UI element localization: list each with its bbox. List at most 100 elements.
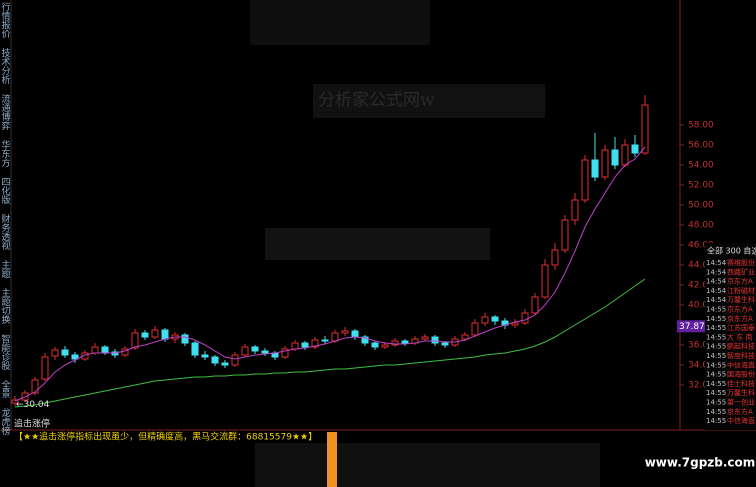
- quote-time[interactable]: 14:54: [706, 287, 727, 295]
- quote-name[interactable]: 中信海直: [727, 416, 755, 425]
- quote-name[interactable]: 第一创业: [727, 398, 755, 407]
- candle-body: [531, 296, 539, 314]
- quote-time[interactable]: 14:55: [706, 343, 726, 351]
- sidebar-tab[interactable]: 龙虎榜: [0, 407, 10, 436]
- quote-name[interactable]: 佳士科技: [727, 379, 755, 388]
- quote-name[interactable]: 京东方A: [727, 407, 753, 416]
- quote-name[interactable]: 江苏国泰: [727, 323, 755, 332]
- candle-body: [41, 356, 49, 380]
- quote-name[interactable]: 京东方A: [727, 314, 753, 323]
- candle-body: [261, 350, 269, 354]
- candle-body: [461, 334, 469, 340]
- sidebar-tab[interactable]: 技术分析: [0, 47, 10, 85]
- candle-body: [301, 342, 309, 348]
- quote-name[interactable]: 西藏矿业: [727, 267, 755, 276]
- candle-body: [381, 344, 389, 348]
- quote-time[interactable]: 14:55: [706, 333, 726, 341]
- quote-time[interactable]: 14:55: [706, 352, 726, 360]
- y-tick-label: 48.00: [688, 221, 714, 231]
- quote-time[interactable]: 14:55: [706, 371, 726, 379]
- sidebar-tab[interactable]: 华东方: [0, 139, 10, 168]
- candle-body: [391, 340, 399, 346]
- candle-body: [311, 339, 319, 348]
- candle-body: [481, 316, 489, 324]
- quote-name[interactable]: 中信海直: [727, 360, 755, 369]
- candle-body: [191, 342, 199, 356]
- candle-body: [441, 342, 449, 346]
- overlay-box: [255, 443, 600, 487]
- y-tick-label: 44.00: [688, 261, 714, 271]
- sidebar-tab[interactable]: 主题: [0, 259, 10, 279]
- quote-time[interactable]: 14:55: [706, 315, 726, 323]
- quote-name[interactable]: 万馨生科: [727, 388, 755, 397]
- y-tick-label: 46.00: [688, 241, 714, 251]
- indicator-name: 追击涨停: [14, 418, 50, 430]
- quote-time[interactable]: 14:54: [706, 268, 727, 276]
- candle-body: [341, 330, 349, 334]
- candle-body: [511, 322, 519, 326]
- candle-body: [31, 379, 39, 394]
- y-tick-label: 40.00: [688, 301, 714, 311]
- sidebar-tab[interactable]: 四化版: [0, 177, 10, 205]
- volume-bar-decoration: [327, 432, 337, 487]
- quote-time[interactable]: 14:54: [706, 259, 727, 267]
- candle-body: [401, 340, 409, 344]
- sidebar-tab[interactable]: 财务透视: [0, 213, 10, 251]
- quote-name[interactable]: 京东方A: [727, 277, 753, 286]
- candle-body: [181, 334, 189, 344]
- last-price-label: 37.87: [679, 322, 705, 332]
- overlay-box: [313, 84, 545, 118]
- candle-body: [71, 354, 79, 360]
- y-tick-label: 58.00: [688, 121, 714, 131]
- quote-time[interactable]: 14:55: [706, 408, 726, 416]
- candle-body: [611, 149, 619, 166]
- candle-body: [331, 332, 339, 342]
- candle-body: [431, 336, 439, 344]
- quote-name[interactable]: 大 东 南: [727, 332, 752, 341]
- y-tick-label: 54.00: [688, 161, 714, 171]
- watermark: www.7gpzb.com: [645, 456, 756, 470]
- quote-time[interactable]: 14:55: [706, 380, 726, 388]
- candle-body: [641, 104, 649, 154]
- quote-name[interactable]: 赛维股份: [727, 258, 755, 267]
- quote-time[interactable]: 14:55: [706, 417, 726, 425]
- overlay-title: 分析家公式网w: [318, 91, 435, 111]
- quote-name[interactable]: 鹏起科技: [727, 342, 755, 351]
- overlay-box: [265, 228, 490, 260]
- candle-body: [371, 342, 379, 348]
- quote-name[interactable]: 智度科技: [727, 351, 755, 360]
- sidebar-tab[interactable]: 行情报价: [0, 1, 10, 38]
- y-tick-label: 56.00: [688, 141, 714, 151]
- candle-body: [551, 249, 559, 266]
- quote-time[interactable]: 14:55: [706, 389, 726, 397]
- sidebar-tab[interactable]: 智能诊股: [0, 333, 10, 371]
- candle-body: [151, 329, 159, 338]
- candle-body: [361, 336, 369, 344]
- quote-time[interactable]: 14:54: [706, 278, 727, 286]
- sidebar-tab[interactable]: 流通博弈: [0, 93, 10, 131]
- candle-body: [61, 349, 69, 356]
- quote-name[interactable]: 江粉磁材: [727, 286, 755, 295]
- moving-average-line: [14, 278, 646, 408]
- quote-name[interactable]: 万馨生科: [727, 295, 755, 304]
- quote-time[interactable]: 14:55: [706, 361, 726, 369]
- candle-body: [11, 399, 19, 404]
- quote-time[interactable]: 14:55: [706, 399, 726, 407]
- candle-body: [211, 356, 219, 364]
- candle-body: [291, 342, 299, 350]
- quote-name[interactable]: 国海股份: [727, 370, 755, 379]
- sidebar-tab[interactable]: 全景: [0, 379, 10, 398]
- quote-time[interactable]: 14:55: [706, 306, 726, 314]
- candle-body: [541, 264, 549, 298]
- quote-time[interactable]: 14:55: [706, 324, 726, 332]
- candle-body: [581, 159, 589, 201]
- sidebar-tab[interactable]: 主题切换: [0, 287, 10, 325]
- quote-time[interactable]: 14:54: [706, 296, 727, 304]
- candle-body: [131, 332, 139, 349]
- indicator-note: 【★★追击涨停指标出现虽少，但精确度高，黑马交流群：68815579★★】: [14, 431, 317, 443]
- moving-average-line: [14, 146, 646, 402]
- candle-body: [351, 330, 359, 338]
- last-price-box: [677, 320, 705, 333]
- quote-name[interactable]: 京东方A: [727, 305, 753, 314]
